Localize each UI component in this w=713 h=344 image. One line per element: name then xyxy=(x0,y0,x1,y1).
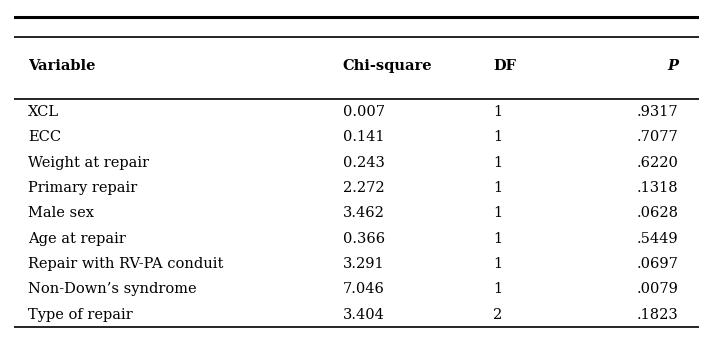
Text: Age at repair: Age at repair xyxy=(28,232,125,246)
Text: 1: 1 xyxy=(493,155,503,170)
Text: 2.272: 2.272 xyxy=(343,181,384,195)
Text: .5449: .5449 xyxy=(637,232,678,246)
Text: Weight at repair: Weight at repair xyxy=(28,155,149,170)
Text: Primary repair: Primary repair xyxy=(28,181,137,195)
Text: 0.141: 0.141 xyxy=(343,130,384,144)
Text: Type of repair: Type of repair xyxy=(28,308,133,322)
Text: Variable: Variable xyxy=(28,59,96,73)
Text: Chi-square: Chi-square xyxy=(343,59,433,73)
Text: 1: 1 xyxy=(493,105,503,119)
Text: .7077: .7077 xyxy=(637,130,678,144)
Text: 0.243: 0.243 xyxy=(343,155,385,170)
Text: ECC: ECC xyxy=(28,130,61,144)
Text: 1: 1 xyxy=(493,257,503,271)
Text: Repair with RV-PA conduit: Repair with RV-PA conduit xyxy=(28,257,223,271)
Text: .0697: .0697 xyxy=(636,257,678,271)
Text: 3.291: 3.291 xyxy=(343,257,384,271)
Text: 1: 1 xyxy=(493,232,503,246)
Text: .0628: .0628 xyxy=(636,206,678,220)
Text: 2: 2 xyxy=(493,308,503,322)
Text: 1: 1 xyxy=(493,282,503,296)
Text: .1823: .1823 xyxy=(637,308,678,322)
Text: P: P xyxy=(667,59,678,73)
Text: .0079: .0079 xyxy=(636,282,678,296)
Text: 7.046: 7.046 xyxy=(343,282,385,296)
Text: 1: 1 xyxy=(493,181,503,195)
Text: 0.366: 0.366 xyxy=(343,232,385,246)
Text: 3.462: 3.462 xyxy=(343,206,385,220)
Text: 0.007: 0.007 xyxy=(343,105,385,119)
Text: 1: 1 xyxy=(493,130,503,144)
Text: .6220: .6220 xyxy=(636,155,678,170)
Text: .1318: .1318 xyxy=(637,181,678,195)
Text: XCL: XCL xyxy=(28,105,59,119)
Text: .9317: .9317 xyxy=(637,105,678,119)
Text: 3.404: 3.404 xyxy=(343,308,385,322)
Text: DF: DF xyxy=(493,59,516,73)
Text: Non-Down’s syndrome: Non-Down’s syndrome xyxy=(28,282,197,296)
Text: 1: 1 xyxy=(493,206,503,220)
Text: Male sex: Male sex xyxy=(28,206,94,220)
